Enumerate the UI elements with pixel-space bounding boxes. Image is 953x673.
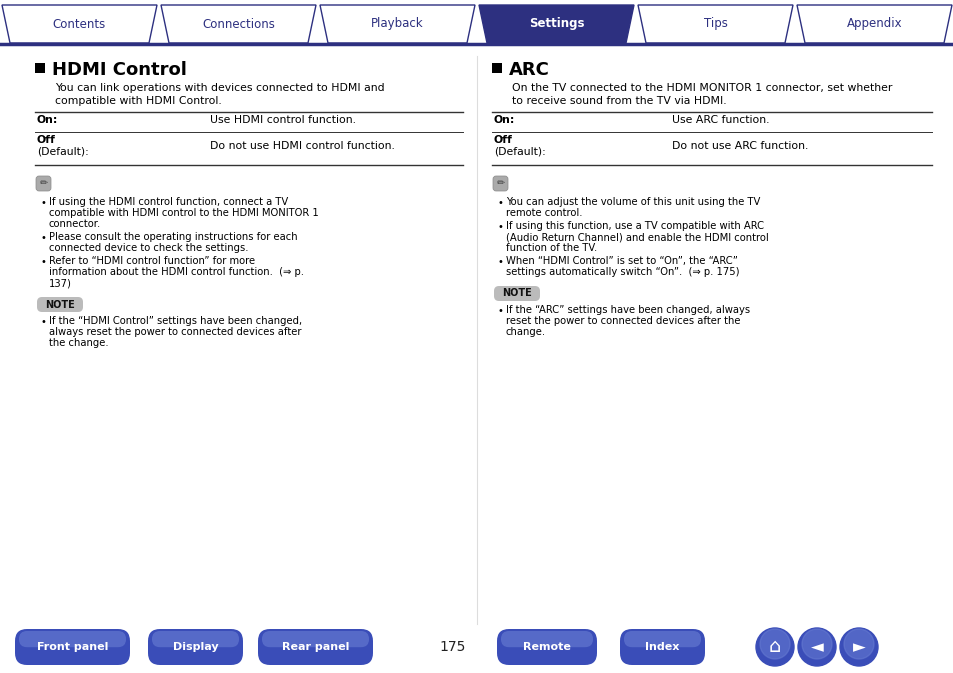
Text: remote control.: remote control. [505,208,582,218]
Text: Off: Off [37,135,56,145]
Text: Use ARC function.: Use ARC function. [672,115,769,125]
FancyBboxPatch shape [37,297,83,312]
Text: Please consult the operating instructions for each: Please consult the operating instruction… [49,232,297,242]
Text: to receive sound from the TV via HDMI.: to receive sound from the TV via HDMI. [512,96,726,106]
Text: connector.: connector. [49,219,101,229]
Text: Front panel: Front panel [37,642,108,652]
Text: Contents: Contents [52,17,106,30]
Text: ◄: ◄ [810,638,822,656]
Text: 137): 137) [49,278,71,288]
Text: (Default):: (Default): [37,147,89,157]
Text: Rear panel: Rear panel [281,642,349,652]
Text: NOTE: NOTE [501,289,532,299]
Bar [35,63,45,73]
Circle shape [843,629,873,659]
Text: When “HDMI Control” is set to “On”, the “ARC”: When “HDMI Control” is set to “On”, the … [505,256,737,266]
Text: Connections: Connections [202,17,274,30]
FancyBboxPatch shape [15,629,130,665]
Text: Playback: Playback [371,17,423,30]
Polygon shape [161,5,315,43]
Text: HDMI Control: HDMI Control [52,61,187,79]
Circle shape [760,629,789,659]
Text: •: • [497,222,503,232]
Text: always reset the power to connected devices after: always reset the power to connected devi… [49,327,301,337]
Text: Do not use HDMI control function.: Do not use HDMI control function. [211,141,395,151]
Text: Refer to “HDMI control function” for more: Refer to “HDMI control function” for mor… [49,256,254,266]
Text: •: • [497,198,503,208]
Circle shape [840,628,877,666]
Circle shape [797,628,835,666]
FancyBboxPatch shape [494,286,539,301]
Text: compatible with HDMI control to the HDMI MONITOR 1: compatible with HDMI control to the HDMI… [49,208,318,218]
Text: Tips: Tips [702,17,727,30]
FancyBboxPatch shape [493,176,507,191]
Text: Settings: Settings [528,17,583,30]
Text: On:: On: [494,115,515,125]
FancyBboxPatch shape [623,631,700,647]
Text: ✏: ✏ [39,178,48,188]
FancyBboxPatch shape [257,629,373,665]
Text: •: • [41,317,47,327]
Text: Do not use ARC function.: Do not use ARC function. [672,141,808,151]
Text: Display: Display [172,642,218,652]
Text: ►: ► [852,638,864,656]
Text: Remote: Remote [522,642,570,652]
FancyBboxPatch shape [262,631,369,647]
Text: Index: Index [644,642,679,652]
FancyBboxPatch shape [19,631,126,647]
Text: If the “ARC” settings have been changed, always: If the “ARC” settings have been changed,… [505,305,749,315]
Text: You can adjust the volume of this unit using the TV: You can adjust the volume of this unit u… [505,197,760,207]
Text: •: • [41,198,47,208]
FancyBboxPatch shape [36,176,51,191]
Circle shape [801,629,831,659]
Text: settings automatically switch “On”.  (⇒ p. 175): settings automatically switch “On”. (⇒ p… [505,267,739,277]
Text: On:: On: [37,115,58,125]
Text: If the “HDMI Control” settings have been changed,: If the “HDMI Control” settings have been… [49,316,302,326]
Polygon shape [2,5,157,43]
Polygon shape [638,5,792,43]
Text: •: • [41,233,47,243]
Text: •: • [497,257,503,267]
FancyBboxPatch shape [497,629,597,665]
Text: ✏: ✏ [496,178,504,188]
Text: If using this function, use a TV compatible with ARC: If using this function, use a TV compati… [505,221,763,231]
Circle shape [755,628,793,666]
Text: Use HDMI control function.: Use HDMI control function. [211,115,356,125]
Text: information about the HDMI control function.  (⇒ p.: information about the HDMI control funct… [49,267,304,277]
Text: ARC: ARC [509,61,549,79]
Text: compatible with HDMI Control.: compatible with HDMI Control. [55,96,221,106]
Text: Appendix: Appendix [846,17,902,30]
Text: If using the HDMI control function, connect a TV: If using the HDMI control function, conn… [49,197,288,207]
Text: You can link operations with devices connected to HDMI and: You can link operations with devices con… [55,83,384,93]
FancyBboxPatch shape [148,629,243,665]
Polygon shape [478,5,634,43]
FancyBboxPatch shape [619,629,704,665]
Text: (Audio Return Channel) and enable the HDMI control: (Audio Return Channel) and enable the HD… [505,232,768,242]
Text: On the TV connected to the HDMI MONITOR 1 connector, set whether: On the TV connected to the HDMI MONITOR … [512,83,891,93]
FancyBboxPatch shape [500,631,593,647]
Text: Off: Off [494,135,513,145]
Text: (Default):: (Default): [494,147,545,157]
Text: ⌂: ⌂ [768,637,781,656]
Text: •: • [41,257,47,267]
Text: the change.: the change. [49,338,109,348]
FancyBboxPatch shape [152,631,239,647]
Text: •: • [497,306,503,316]
Polygon shape [796,5,951,43]
Text: reset the power to connected devices after the: reset the power to connected devices aft… [505,316,740,326]
Polygon shape [319,5,475,43]
Text: NOTE: NOTE [45,299,74,310]
Text: connected device to check the settings.: connected device to check the settings. [49,243,248,253]
Bar [492,63,501,73]
Text: function of the TV.: function of the TV. [505,243,597,253]
Text: change.: change. [505,327,545,337]
Text: 175: 175 [439,640,466,654]
